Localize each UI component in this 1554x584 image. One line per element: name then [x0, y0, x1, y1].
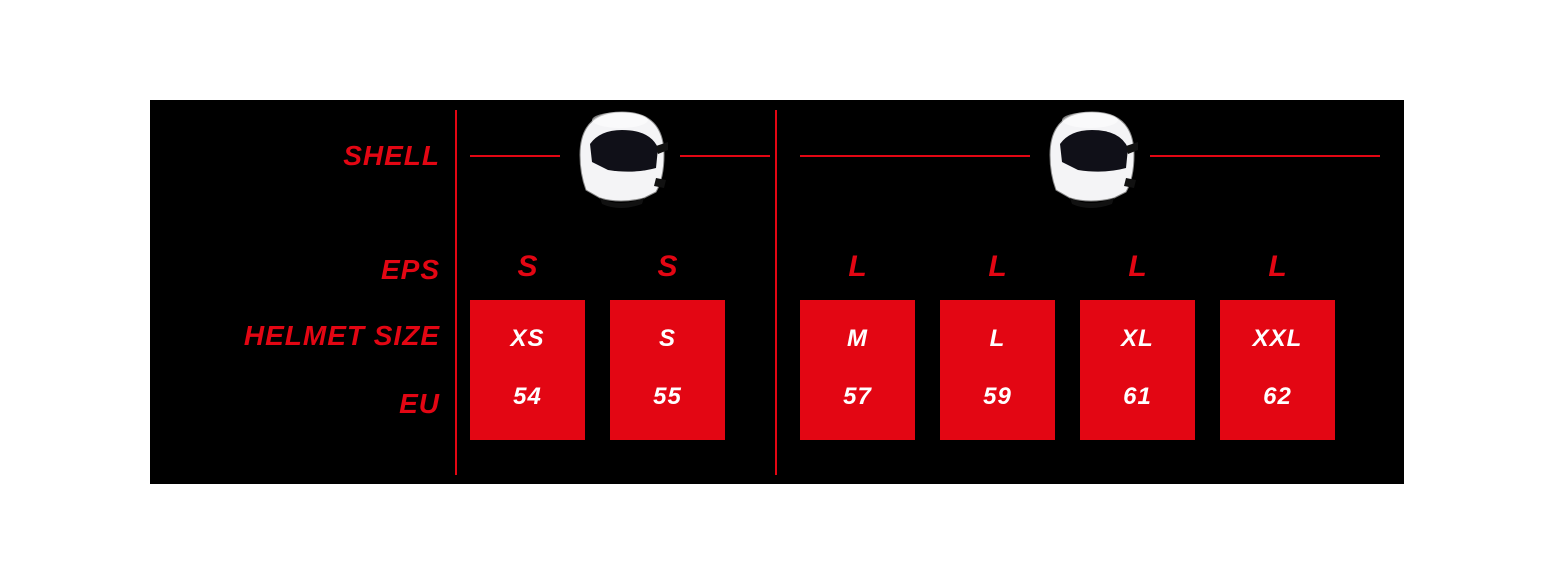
helmet-size-value: M [847, 325, 868, 353]
eu-size-value: 54 [513, 383, 542, 411]
eps-value: S [470, 250, 585, 284]
size-box: XXL 62 [1220, 300, 1335, 440]
eps-value: L [940, 250, 1055, 284]
label-eu: EU [399, 388, 440, 420]
divider-line [455, 110, 457, 475]
eps-value: L [1220, 250, 1335, 284]
eps-value: S [610, 250, 725, 284]
helmet-size-value: S [659, 325, 676, 353]
helmet-icon [1030, 100, 1150, 210]
size-box: L 59 [940, 300, 1055, 440]
size-box: XS 54 [470, 300, 585, 440]
eps-value: L [800, 250, 915, 284]
helmet-size-value: XL [1121, 325, 1154, 353]
eps-value: L [1080, 250, 1195, 284]
eu-size-value: 59 [983, 383, 1012, 411]
helmet-icon [560, 100, 680, 210]
helmet-size-value: L [990, 325, 1006, 353]
label-eps: EPS [381, 254, 440, 286]
label-helmet-size: HELMET SIZE [244, 320, 440, 352]
eu-size-value: 57 [843, 383, 872, 411]
divider-line [775, 110, 777, 475]
size-box: XL 61 [1080, 300, 1195, 440]
size-chart-panel [150, 100, 1404, 484]
helmet-size-value: XS [510, 325, 544, 353]
eu-size-value: 61 [1123, 383, 1152, 411]
eu-size-value: 55 [653, 383, 682, 411]
eu-size-value: 62 [1263, 383, 1292, 411]
size-box: M 57 [800, 300, 915, 440]
size-box: S 55 [610, 300, 725, 440]
label-shell: SHELL [343, 140, 440, 172]
helmet-size-value: XXL [1253, 325, 1303, 353]
